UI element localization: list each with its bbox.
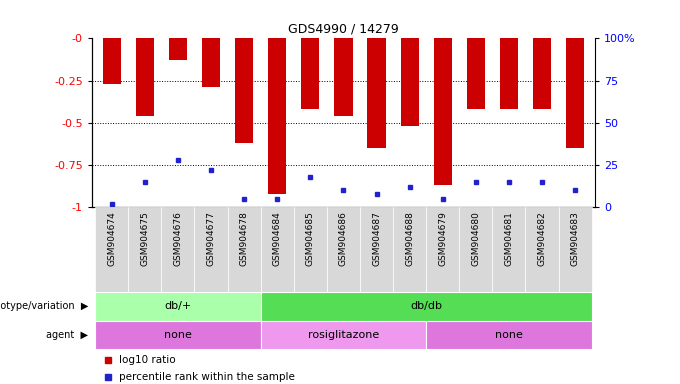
Bar <box>459 207 492 292</box>
Text: db/db: db/db <box>410 301 442 311</box>
Text: GSM904681: GSM904681 <box>505 212 513 266</box>
Bar <box>335 38 352 116</box>
Bar <box>327 207 360 292</box>
Text: none: none <box>495 330 523 340</box>
Text: GSM904675: GSM904675 <box>140 212 150 266</box>
Bar <box>393 207 426 292</box>
Bar <box>194 207 228 292</box>
Bar <box>533 38 551 109</box>
Bar <box>426 207 459 292</box>
Bar <box>526 207 558 292</box>
Text: db/+: db/+ <box>165 301 192 311</box>
Bar <box>401 38 419 126</box>
Text: percentile rank within the sample: percentile rank within the sample <box>120 372 295 382</box>
Bar <box>426 321 592 349</box>
Text: GSM904674: GSM904674 <box>107 212 116 266</box>
Text: GSM904680: GSM904680 <box>471 212 480 266</box>
Bar <box>95 292 260 321</box>
Bar <box>235 38 253 143</box>
Bar <box>169 38 187 60</box>
Bar <box>260 321 426 349</box>
Bar <box>367 38 386 148</box>
Bar <box>129 207 161 292</box>
Text: genotype/variation  ▶: genotype/variation ▶ <box>0 301 88 311</box>
Text: GSM904679: GSM904679 <box>438 212 447 266</box>
Text: GSM904677: GSM904677 <box>207 212 216 266</box>
Bar <box>492 207 526 292</box>
Text: GSM904678: GSM904678 <box>239 212 249 266</box>
Text: rosiglitazone: rosiglitazone <box>308 330 379 340</box>
Bar <box>228 207 260 292</box>
Bar <box>294 207 327 292</box>
Text: GSM904682: GSM904682 <box>537 212 547 266</box>
Bar <box>136 38 154 116</box>
Text: GSM904686: GSM904686 <box>339 212 348 266</box>
Text: GSM904687: GSM904687 <box>372 212 381 266</box>
Bar <box>260 292 592 321</box>
Text: GSM904688: GSM904688 <box>405 212 414 266</box>
Bar <box>434 38 452 185</box>
Bar <box>95 321 260 349</box>
Text: GSM904676: GSM904676 <box>173 212 182 266</box>
Bar <box>558 207 592 292</box>
Bar <box>103 38 121 84</box>
Title: GDS4990 / 14279: GDS4990 / 14279 <box>288 23 398 36</box>
Bar <box>161 207 194 292</box>
Bar <box>95 207 129 292</box>
Text: GSM904685: GSM904685 <box>306 212 315 266</box>
Bar <box>566 38 584 148</box>
Text: none: none <box>164 330 192 340</box>
Text: agent  ▶: agent ▶ <box>46 330 88 340</box>
Bar <box>268 38 286 194</box>
Bar <box>360 207 393 292</box>
Bar <box>500 38 518 109</box>
Text: GSM904683: GSM904683 <box>571 212 579 266</box>
Bar <box>260 207 294 292</box>
Text: log10 ratio: log10 ratio <box>120 355 176 365</box>
Bar <box>301 38 320 109</box>
Text: GSM904684: GSM904684 <box>273 212 282 266</box>
Bar <box>466 38 485 109</box>
Bar <box>202 38 220 88</box>
